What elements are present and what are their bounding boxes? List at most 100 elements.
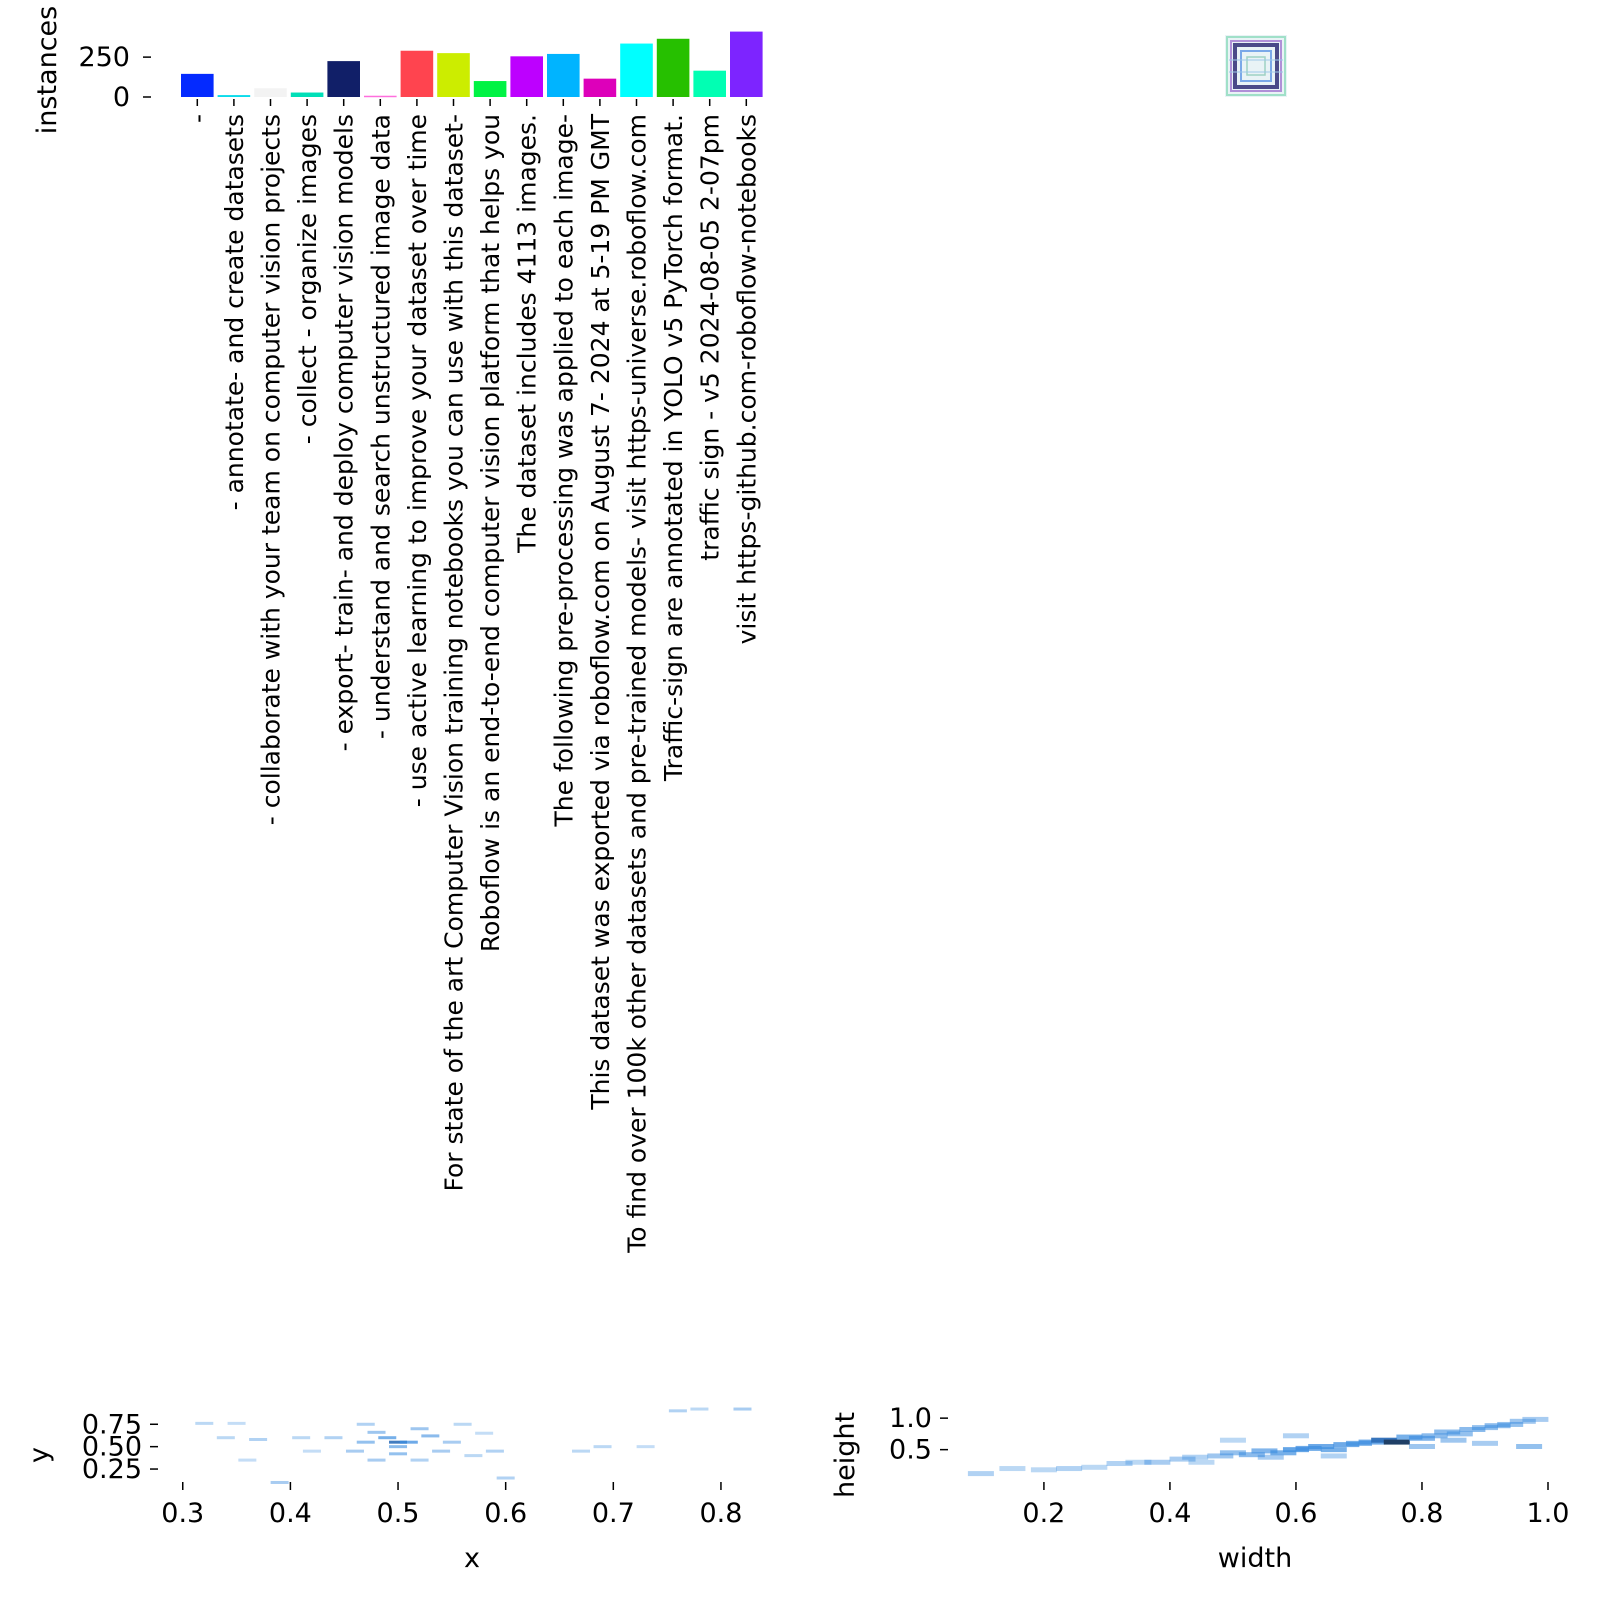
x-tick-label: 0.8 [699, 1498, 742, 1529]
bar-x-tick-label: The dataset includes 4113 images. [513, 114, 542, 554]
box-overlay-ring-3 [1240, 50, 1272, 82]
bar [327, 61, 360, 97]
heatmap-cell [1056, 1466, 1083, 1472]
heatmap-cell [1169, 1456, 1196, 1462]
heatmap-cell [345, 1449, 364, 1453]
heatmap-cell [1125, 1459, 1152, 1465]
box-overlay-outer [1226, 36, 1286, 96]
bar-x-tick-label: For state of the art Computer Vision tra… [440, 114, 469, 1192]
wh-y-ticks: 0.51.0 [889, 1403, 948, 1466]
heatmap-cell [1421, 1433, 1448, 1439]
heatmap-cell [227, 1421, 246, 1425]
bar-x-tick-label: traffic sign - v5 2024-08-05 2-07pm [696, 114, 725, 561]
heatmap-cell [389, 1440, 408, 1444]
heatmap-cell [1471, 1440, 1498, 1446]
heatmap-cell [356, 1440, 375, 1444]
bar-x-tick-label: - export- train- and deploy computer vis… [330, 114, 359, 751]
heatmap-cell [967, 1471, 994, 1477]
heatmap-cell [1144, 1459, 1171, 1465]
heatmap-cell [668, 1409, 687, 1413]
heatmap-cell [1270, 1450, 1297, 1456]
heatmap-cell [216, 1436, 235, 1440]
heatmap-cell [410, 1427, 429, 1431]
heatmap-cell [1497, 1421, 1524, 1427]
heatmap-cell [1282, 1433, 1309, 1439]
x-tick-label: 0.6 [1274, 1498, 1317, 1529]
heatmap-cell [593, 1445, 612, 1449]
heatmap-cell [270, 1480, 289, 1484]
bar-x-tick-label: The following pre-processing was applied… [549, 114, 578, 828]
bar-x-tick-labels: -- annotate- and create datasets - collab… [183, 99, 761, 1254]
heatmap-cell [292, 1436, 311, 1440]
heatmap-cell [636, 1445, 655, 1449]
heatmap-cell [1509, 1418, 1536, 1424]
wh-x-axis-label: width [1218, 1543, 1292, 1574]
heatmap-cell [1408, 1444, 1435, 1449]
bar-x-tick-label: - collaborate with your team on computer… [257, 114, 286, 825]
heatmap-cell [421, 1434, 440, 1438]
heatmap-cell [1522, 1416, 1549, 1422]
heatmap-cell [1308, 1444, 1335, 1449]
wh-y-axis-label: height [830, 1412, 861, 1498]
heatmap-cell [690, 1407, 709, 1411]
heatmap-cell [442, 1440, 461, 1444]
heatmap-cell [999, 1466, 1026, 1472]
heatmap-cell [410, 1458, 429, 1462]
heatmap-cell [1251, 1448, 1278, 1454]
heatmap-cell [1320, 1447, 1347, 1453]
bar-x-tick-label: To find over 100k other datasets and pre… [623, 114, 652, 1254]
heatmap-cell [464, 1454, 483, 1458]
heatmap-cell [572, 1449, 591, 1453]
bar [217, 95, 251, 97]
x-tick-label: 0.2 [1022, 1498, 1065, 1529]
y-tick-label: 0.5 [889, 1435, 932, 1466]
x-tick-label: 0.8 [1401, 1498, 1444, 1529]
heatmap-cell [389, 1452, 408, 1456]
bar [254, 88, 287, 97]
xy-x-ticks: 0.3 0.4 0.5 0.6 0.7 0.8 [161, 1482, 742, 1529]
bar [290, 92, 324, 97]
bar [181, 73, 214, 97]
bar-x-tick-label: Roboflow is an end-to-end computer visio… [476, 114, 505, 952]
heatmap-cell [389, 1445, 408, 1449]
wh-x-ticks: 0.2 0.4 0.6 0.8 1.0 [1022, 1482, 1569, 1529]
heatmap-cell [378, 1436, 397, 1440]
heatmap-cell [475, 1431, 494, 1435]
heatmap-cell [1238, 1452, 1265, 1458]
bar [730, 31, 763, 97]
y-tick-label: 1.0 [889, 1403, 932, 1434]
heatmap-cell [1446, 1431, 1473, 1437]
bar-x-tick-label: - understand and search unstructured ima… [366, 114, 395, 739]
heatmap-cell [432, 1449, 451, 1453]
heatmap-cell [1219, 1450, 1246, 1456]
bar-series [181, 31, 763, 98]
heatmap-cell [324, 1436, 343, 1440]
bar-y-tick-label: 250 [78, 42, 130, 73]
x-tick-label: 0.5 [377, 1498, 420, 1529]
xy-y-ticks: 0.250.500.75 [82, 1409, 158, 1485]
heatmap-cell [1408, 1435, 1435, 1441]
xy-y-axis-label: y [24, 1447, 55, 1463]
bar [583, 78, 617, 97]
heatmap-cell [1081, 1464, 1108, 1470]
box-overlay-ring-2 [1233, 43, 1279, 89]
heatmap-cell [302, 1449, 321, 1453]
bar-x-tick-label: Traffic-sign are annotated in YOLO v5 Py… [659, 114, 688, 782]
xy-x-axis-label: x [464, 1543, 480, 1574]
bar [693, 70, 726, 97]
bar [620, 43, 653, 97]
heatmap-cell [249, 1437, 268, 1441]
heatmap-cell [399, 1440, 418, 1444]
box-overlay-ring-1 [1230, 40, 1282, 92]
heatmap-cell [733, 1407, 752, 1411]
heatmap-cell [453, 1422, 472, 1426]
bar [547, 53, 580, 97]
xy-heatmap: 0.3 0.4 0.5 0.6 0.7 0.8 0.250.500.75 x y [24, 1407, 752, 1574]
x-tick-label: 0.6 [484, 1498, 527, 1529]
heatmap-cell [496, 1476, 515, 1480]
bar-x-tick-label: - collect - organize images [293, 114, 322, 444]
bar [364, 95, 397, 98]
